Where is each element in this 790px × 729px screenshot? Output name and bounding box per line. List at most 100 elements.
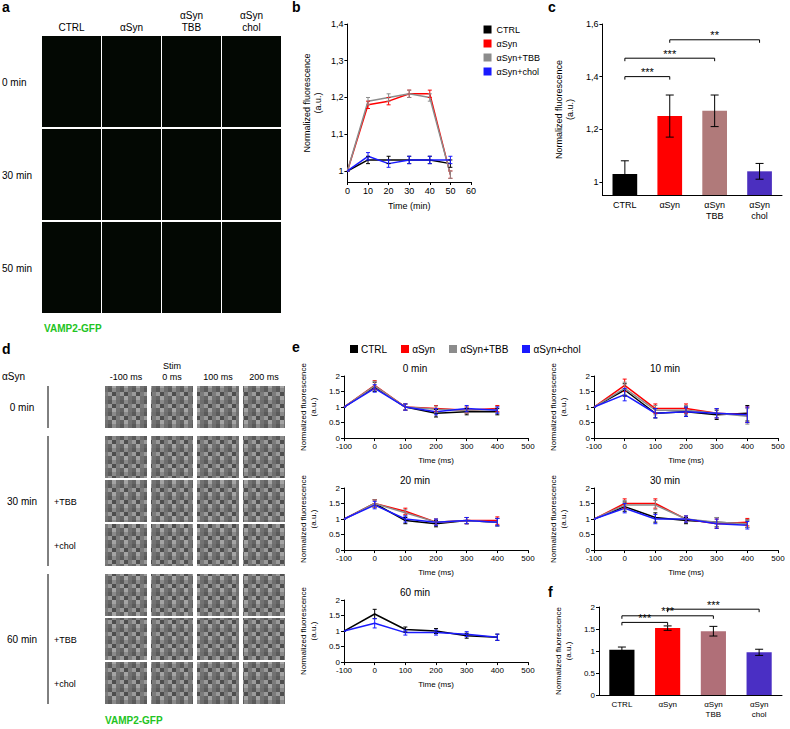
svg-text:10: 10 [363,186,373,196]
svg-text:CTRL: CTRL [611,700,632,709]
svg-text:1: 1 [586,403,591,412]
svg-text:(a.u.): (a.u.) [309,397,318,416]
svg-text:60: 60 [466,186,476,196]
svg-text:1.5: 1.5 [579,387,591,396]
svg-text:(a.u.): (a.u.) [309,621,318,640]
svg-text:+chol: +chol [54,679,76,689]
svg-text:400: 400 [491,666,505,675]
svg-text:10 min: 10 min [650,363,680,374]
svg-text:50 min: 50 min [2,263,32,274]
svg-text:200: 200 [429,554,443,563]
svg-text:1,6: 1,6 [586,19,599,29]
svg-text:0 min: 0 min [403,363,427,374]
svg-text:500: 500 [771,442,785,451]
svg-text:-100: -100 [586,442,603,451]
svg-text:20 min: 20 min [400,475,430,486]
svg-text:20: 20 [384,186,394,196]
svg-text:100: 100 [399,442,413,451]
svg-text:Time (ms): Time (ms) [418,568,454,577]
svg-text:Time (ms): Time (ms) [418,680,454,689]
svg-text:αSynTBB: αSynTBB [180,10,203,33]
svg-text:αSyn+chol: αSyn+chol [497,67,539,77]
svg-text:Time (ms): Time (ms) [668,456,704,465]
svg-text:1,1: 1,1 [331,129,344,139]
svg-text:0.5: 0.5 [579,418,591,427]
svg-text:200: 200 [679,554,693,563]
svg-text:30 min: 30 min [7,496,37,507]
svg-text:+TBB: +TBB [54,635,77,645]
svg-text:1: 1 [591,647,596,656]
svg-text:0: 0 [591,691,596,700]
svg-text:300: 300 [710,554,724,563]
svg-text:0.5: 0.5 [579,530,591,539]
svg-text:400: 400 [491,554,505,563]
svg-text:-100 ms: -100 ms [110,372,143,382]
svg-text:Time (min): Time (min) [388,201,431,211]
svg-text:αSyn: αSyn [750,700,768,709]
svg-text:1: 1 [336,515,341,524]
svg-text:Normalized fluorescence: Normalized fluorescence [299,586,308,675]
svg-text:100 ms: 100 ms [203,372,233,382]
svg-text:0: 0 [372,442,377,451]
svg-text:1,3: 1,3 [331,56,344,66]
svg-text:0: 0 [622,442,627,451]
svg-text:100: 100 [399,554,413,563]
svg-text:(a.u.): (a.u.) [564,641,573,660]
svg-text:αSyn+TBB: αSyn+TBB [497,53,540,63]
svg-text:VAMP2-GFP: VAMP2-GFP [105,715,163,726]
svg-text:2: 2 [336,596,341,605]
svg-text:CTRL: CTRL [58,22,85,33]
svg-text:Normalized fluorescence: Normalized fluorescence [554,60,564,159]
svg-text:1.5: 1.5 [329,387,341,396]
svg-text:40: 40 [425,186,435,196]
svg-text:αSyn: αSyn [749,200,770,210]
svg-text:0.5: 0.5 [329,418,341,427]
svg-text:Time (ms): Time (ms) [668,568,704,577]
svg-text:***: *** [707,599,721,611]
svg-text:500: 500 [521,554,535,563]
svg-text:30 min: 30 min [2,170,32,181]
svg-text:60 min: 60 min [400,587,430,598]
svg-text:αSyn: αSyn [659,200,680,210]
svg-text:-100: -100 [336,442,353,451]
svg-text:1: 1 [338,166,343,176]
svg-text:***: *** [663,48,677,60]
svg-text:2: 2 [586,484,591,493]
svg-text:1,2: 1,2 [586,124,599,134]
svg-text:400: 400 [741,554,755,563]
svg-text:300: 300 [460,442,474,451]
svg-text:***: *** [638,612,652,624]
svg-text:αSyn: αSyn [704,700,722,709]
svg-text:Stim0 ms: Stim0 ms [162,361,182,382]
svg-text:1: 1 [586,515,591,524]
svg-text:1.5: 1.5 [584,625,596,634]
svg-text:αSyn: αSyn [497,39,518,49]
svg-text:Normalized fluorescence: Normalized fluorescence [554,606,563,695]
svg-text:200 ms: 200 ms [249,372,279,382]
svg-text:50: 50 [445,186,455,196]
svg-text:-100: -100 [336,554,353,563]
svg-text:Normalized fluorescence: Normalized fluorescence [302,53,312,152]
svg-text:Time (ms): Time (ms) [418,456,454,465]
svg-text:200: 200 [679,442,693,451]
svg-text:200: 200 [429,442,443,451]
svg-text:100: 100 [649,442,663,451]
svg-text:0 min: 0 min [2,77,26,88]
svg-text:TBB: TBB [706,710,722,719]
svg-text:αSynchol: αSynchol [240,10,263,33]
svg-text:0: 0 [345,186,350,196]
svg-text:100: 100 [399,666,413,675]
svg-text:1: 1 [336,403,341,412]
svg-text:400: 400 [741,442,755,451]
svg-text:-100: -100 [586,554,603,563]
svg-text:CTRL: CTRL [497,25,521,35]
svg-text:300: 300 [460,666,474,675]
svg-text:Normalized fluorescence: Normalized fluorescence [549,474,558,563]
svg-text:30 min: 30 min [650,475,680,486]
svg-text:(a.u.): (a.u.) [565,99,575,120]
svg-text:chol: chol [751,211,768,221]
svg-text:1: 1 [593,177,598,187]
svg-text:2: 2 [336,484,341,493]
svg-text:300: 300 [710,442,724,451]
svg-text:2: 2 [586,372,591,381]
